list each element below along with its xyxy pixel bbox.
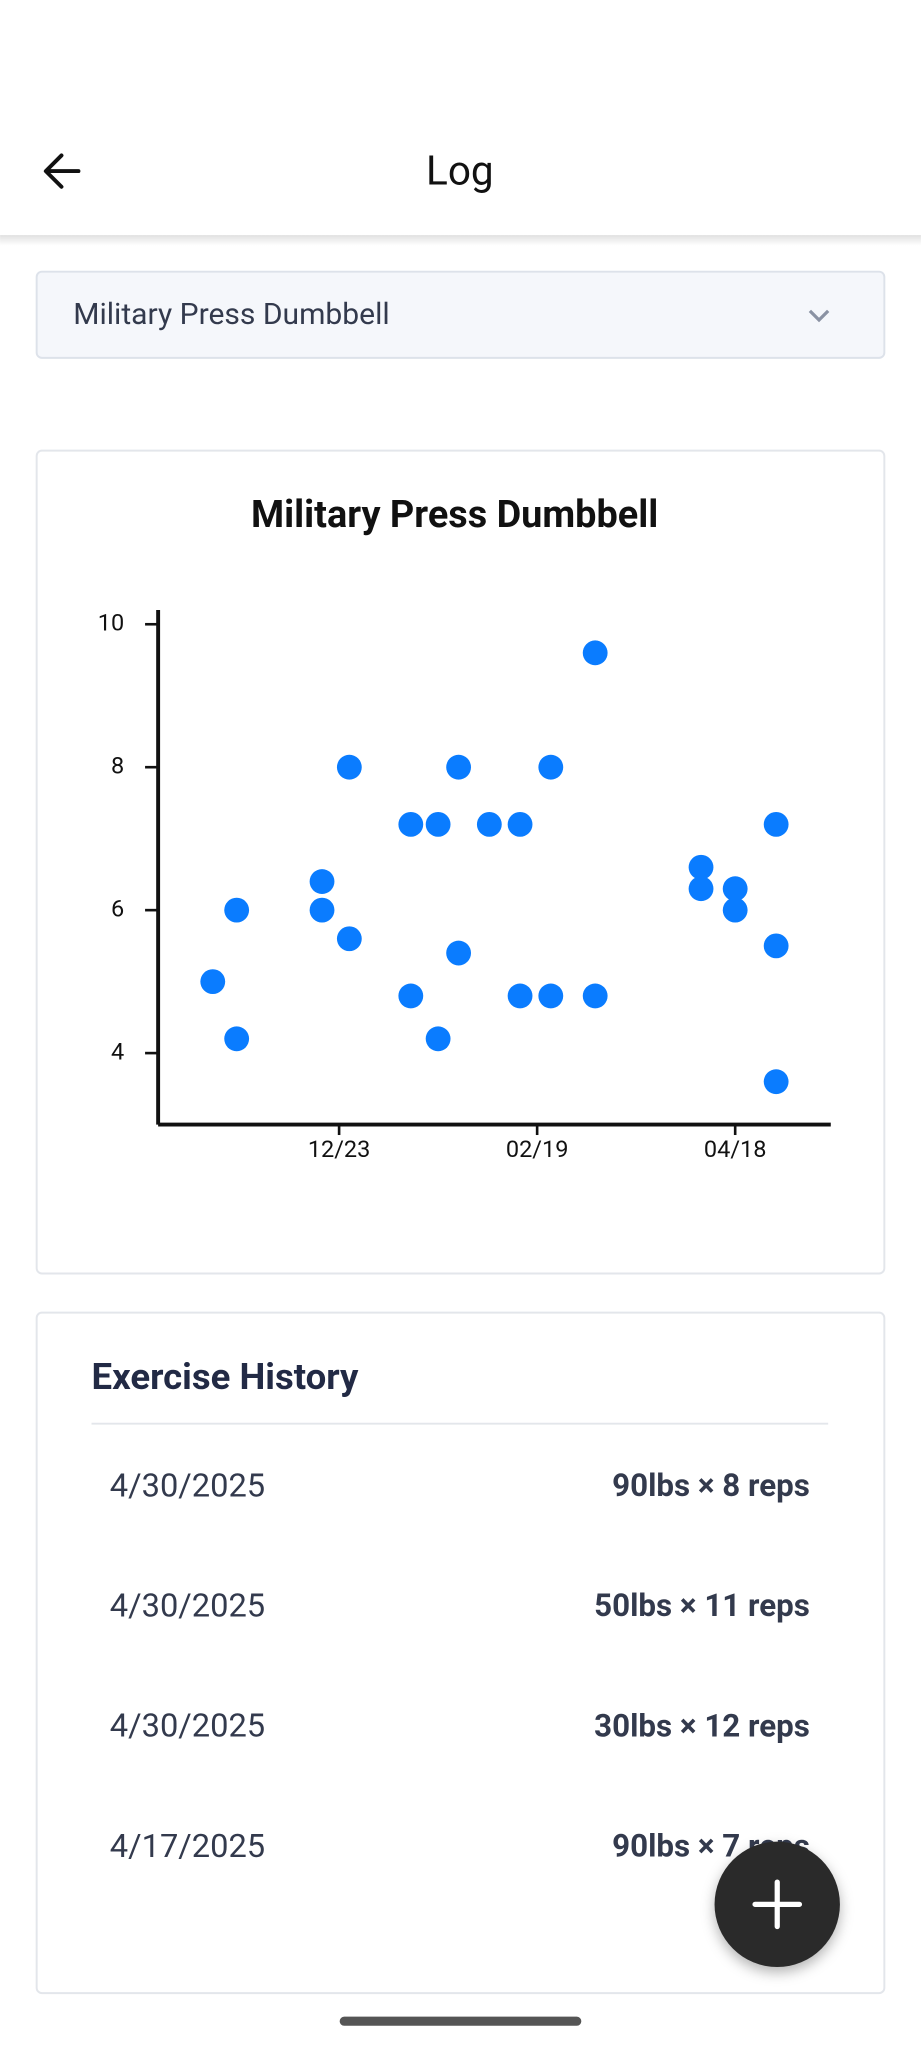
row-entry: 30lbs × 12 reps xyxy=(594,1707,810,1744)
x-tick-label: 12/23 xyxy=(308,1135,371,1163)
plot: 4 6 8 10 12/23 02/19 04/18 xyxy=(98,608,831,1163)
y-tick-label: 8 xyxy=(111,751,124,779)
header-title: Log xyxy=(426,146,494,194)
x-tick-label: 02/19 xyxy=(506,1135,569,1163)
point xyxy=(582,640,608,666)
point xyxy=(446,754,472,780)
point xyxy=(309,897,335,923)
point xyxy=(398,983,424,1009)
chart-card xyxy=(35,449,886,1275)
point xyxy=(476,811,502,837)
y-tick-label: 10 xyxy=(98,608,124,636)
row-date: 4/30/2025 xyxy=(110,1586,265,1624)
point xyxy=(425,811,451,837)
fab-plus xyxy=(752,1879,803,1930)
history-row[interactable]: 4/30/2025 90lbs × 8 reps xyxy=(110,1466,810,1504)
point xyxy=(507,811,533,837)
point xyxy=(336,926,362,952)
point xyxy=(446,940,472,966)
history-row[interactable]: 4/30/2025 30lbs × 12 reps xyxy=(110,1707,810,1745)
back-icon xyxy=(43,153,81,189)
point xyxy=(224,897,250,923)
point xyxy=(507,983,533,1009)
history-list: 4/30/2025 90lbs × 8 reps 4/30/2025 50lbs × … xyxy=(110,1466,810,1864)
add-button[interactable] xyxy=(714,1841,840,1968)
row-date: 4/30/2025 xyxy=(110,1466,265,1504)
home-indicator xyxy=(339,2016,582,2026)
header-shadow xyxy=(0,235,921,246)
exercise-dropdown[interactable]: Military Press Dumbbell xyxy=(35,270,886,359)
point xyxy=(200,969,226,995)
y-tick-label: 4 xyxy=(111,1037,124,1065)
point xyxy=(309,869,335,894)
dropdown-box xyxy=(35,270,886,359)
point xyxy=(425,1026,451,1052)
row-date: 4/30/2025 xyxy=(110,1707,265,1745)
point xyxy=(398,811,424,837)
dropdown-text: Military Press Dumbbell xyxy=(73,297,389,332)
point xyxy=(336,754,362,780)
y-tick-label: 6 xyxy=(111,894,124,922)
history-card xyxy=(35,1311,886,1995)
row-entry: 90lbs × 8 reps xyxy=(612,1467,810,1504)
point xyxy=(688,876,714,902)
point xyxy=(763,933,789,959)
point xyxy=(224,1026,250,1052)
row-entry: 50lbs × 11 reps xyxy=(594,1587,810,1624)
back-button[interactable] xyxy=(43,153,81,189)
row-date: 4/17/2025 xyxy=(110,1827,265,1865)
point xyxy=(722,897,748,923)
point xyxy=(722,876,748,902)
point xyxy=(538,754,564,780)
point xyxy=(763,811,789,837)
dropdown-chevron xyxy=(808,309,830,323)
point xyxy=(582,983,608,1009)
point xyxy=(763,1069,789,1095)
history-row[interactable]: 4/30/2025 50lbs × 11 reps xyxy=(110,1586,810,1624)
point xyxy=(688,854,714,880)
x-tick-label: 04/18 xyxy=(704,1135,767,1163)
chart-title: Military Press Dumbbell xyxy=(251,493,658,537)
point xyxy=(538,983,564,1009)
history-title: Exercise History xyxy=(92,1355,359,1398)
